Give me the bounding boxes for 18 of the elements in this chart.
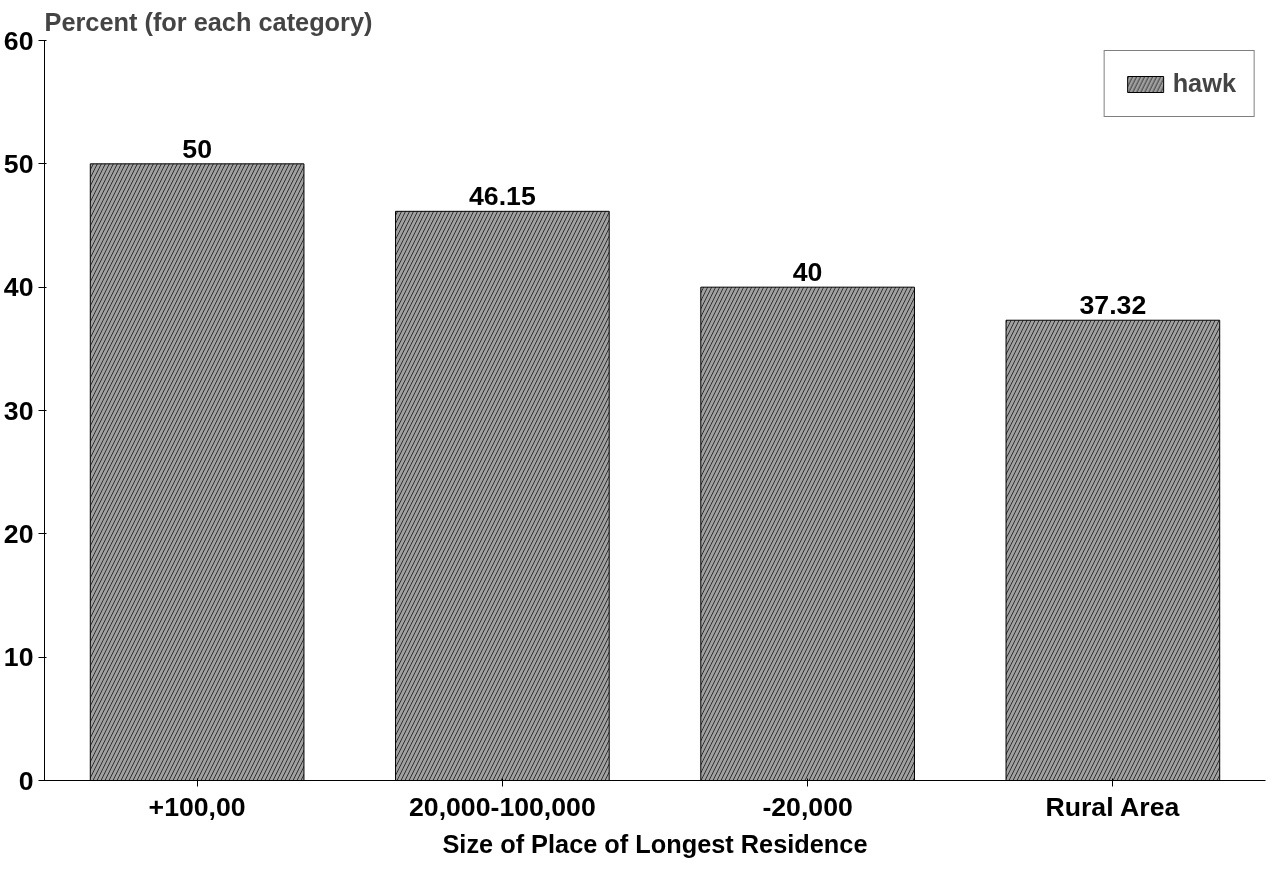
y-tick-label: 0 [18, 765, 34, 796]
x-tick-label: 20,000-100,000 [408, 791, 596, 822]
data-label: 50 [182, 133, 212, 164]
data-label: 40 [792, 257, 823, 288]
legend-label: hawk [1172, 69, 1236, 98]
x-axis-title: Size of Place of Longest Residence [442, 829, 868, 858]
x-tick-label: -20,000 [762, 791, 853, 822]
data-label: 46.15 [469, 181, 536, 212]
y-tick-label: 50 [3, 148, 34, 179]
x-tick-label: +100,00 [148, 791, 246, 822]
y-tick-label: 10 [3, 642, 34, 673]
data-label: 37.32 [1079, 290, 1147, 321]
y-tick-label: 30 [3, 395, 34, 426]
y-tick-label: 40 [3, 272, 34, 303]
y-tick-label: 60 [3, 25, 34, 56]
x-tick-label: Rural Area [1045, 791, 1180, 822]
y-axis-title: Percent (for each category) [44, 7, 373, 36]
y-tick-label: 20 [3, 518, 34, 549]
